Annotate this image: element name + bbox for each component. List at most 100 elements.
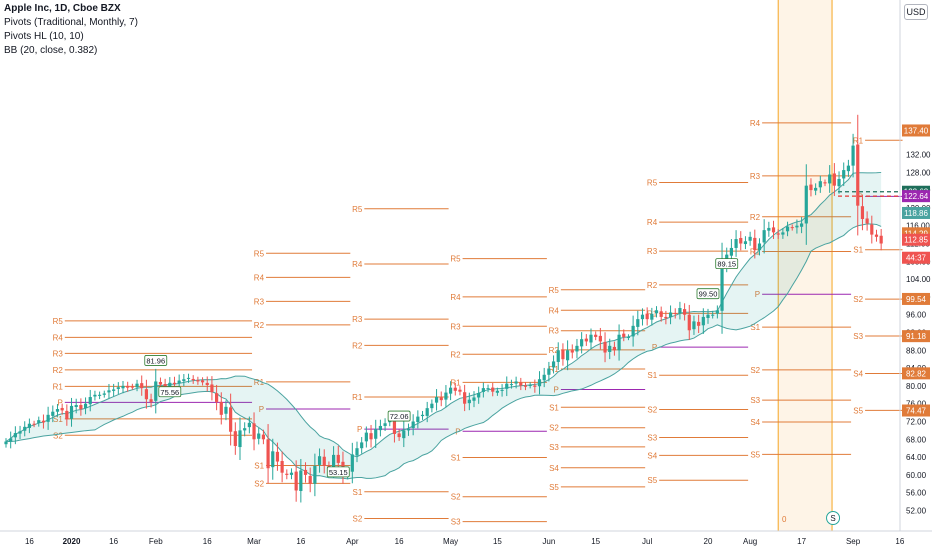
price-tick-label: 104.00: [906, 275, 931, 284]
candle-body: [93, 394, 97, 397]
time-axis[interactable]: 16 2020 16 Feb 16 Mar 16 Apr 16 May 15 Jun 15 Jul 20 Au…: [25, 537, 905, 546]
pivot-levels: R5 R4 R3 R2 R1 P S1 S2 R5 R4 R3 R2 R1 P S1 S2 R5 R4 R3 R2 R1…: [53, 119, 903, 527]
candle-body: [692, 321, 696, 330]
hl-label: 75.56: [160, 388, 179, 397]
candle-body: [294, 471, 298, 491]
candle-body: [182, 379, 186, 382]
candle-body: [406, 429, 411, 431]
candle-body: [776, 233, 780, 235]
time-tick-label: Sep: [846, 537, 861, 546]
price-tag: 74.47: [906, 407, 927, 416]
time-tick-label: 2020: [63, 537, 81, 546]
candle-body: [322, 456, 326, 466]
candle-body: [785, 226, 790, 232]
bb-upper: [5, 171, 882, 458]
candle-body: [640, 314, 645, 320]
event-marker-0: 0: [782, 515, 787, 524]
pivot-label-r4: R4: [549, 306, 560, 315]
candles: [4, 114, 883, 503]
candle-body: [556, 350, 560, 362]
candle-body: [257, 433, 261, 439]
candle-body: [879, 235, 883, 244]
legend-symbol[interactable]: Apple Inc, 1D, Cboe BZX: [4, 3, 121, 14]
candle-body: [280, 461, 284, 473]
price-tag-box: [902, 292, 930, 305]
candle-body: [224, 406, 228, 414]
candle-body: [229, 407, 233, 432]
pivot-label-s2: S2: [53, 431, 63, 440]
candle-body: [158, 381, 163, 385]
pivot-label-r3: R3: [647, 247, 658, 256]
price-tag: 137.40: [904, 126, 929, 135]
pivot-label-r2: R2: [647, 281, 658, 290]
candle-body: [355, 448, 359, 456]
candle-body: [271, 451, 275, 468]
time-tick-label: 16: [296, 537, 305, 546]
candle-body: [238, 430, 242, 448]
candle-body: [154, 381, 158, 401]
price-tag: 82.82: [906, 369, 927, 378]
candle-body: [425, 408, 429, 416]
candle-body: [645, 313, 649, 320]
dashed-levels: [838, 191, 900, 197]
candle-body: [612, 346, 616, 351]
candle-body: [458, 389, 462, 392]
pivot-label-s4: S4: [853, 369, 863, 378]
currency-button[interactable]: USD: [904, 4, 928, 20]
price-tick-label: 64.00: [906, 453, 927, 462]
candle-body: [528, 385, 532, 387]
candle-body: [172, 382, 177, 385]
price-tick-label: 72.00: [906, 418, 927, 427]
pivot-label-s2: S2: [353, 515, 363, 524]
candle-body: [608, 345, 612, 352]
candle-body: [102, 393, 106, 395]
price-tag: 99.54: [906, 295, 927, 304]
candle-body: [664, 316, 668, 319]
high-low-labels: 81.96 75.56 72.06 53.15 99.50 89.15: [144, 258, 739, 478]
candle-body: [247, 422, 251, 428]
candle-body: [112, 389, 116, 391]
pivot-label-p: P: [554, 385, 559, 394]
candle-body: [617, 334, 621, 351]
candle-body: [828, 174, 832, 184]
bb-fill: [6, 172, 882, 479]
time-tick-label: 16: [395, 537, 404, 546]
candle-body: [659, 311, 663, 317]
chart-legend: Apple Inc, 1D, Cboe BZX Pivots (Traditio…: [4, 2, 138, 58]
pivot-label-r4: R4: [352, 260, 363, 269]
candle-body: [317, 456, 322, 465]
candle-body: [191, 378, 195, 381]
pivot-label-s2: S2: [549, 424, 559, 433]
candle-body: [603, 341, 607, 353]
pivot-label-r3: R3: [53, 349, 64, 358]
candle-body: [420, 414, 425, 417]
time-tick-label: May: [443, 537, 458, 546]
candle-body: [285, 473, 289, 475]
candle-body: [533, 385, 537, 387]
price-tag-box: [902, 124, 930, 137]
price-tag: 112.85: [904, 236, 928, 245]
candle-body: [79, 405, 83, 410]
pivot-label-p: P: [755, 290, 760, 299]
candle-body: [874, 234, 879, 237]
legend-pivots-hl[interactable]: Pivots HL (10, 10): [4, 31, 84, 42]
candle-body: [37, 420, 41, 424]
pivot-label-r1: R1: [254, 378, 265, 387]
candle-body: [140, 383, 144, 389]
pivot-label-r2: R2: [450, 350, 461, 359]
legend-pivots[interactable]: Pivots (Traditional, Monthly, 7): [4, 17, 138, 28]
price-tag-box: [902, 190, 930, 203]
candle-body: [266, 439, 270, 469]
candle-body: [771, 227, 776, 233]
candle-body: [130, 386, 134, 388]
time-tick-label: 16: [203, 537, 212, 546]
candle-body: [678, 308, 682, 314]
bollinger-bands: [5, 171, 882, 480]
legend-bb[interactable]: BB (20, close, 0.382): [4, 45, 98, 56]
candle-body: [870, 224, 874, 235]
candle-body: [467, 399, 471, 404]
price-tick-label: 96.00: [906, 311, 927, 320]
pivot-label-r2: R2: [53, 366, 64, 375]
